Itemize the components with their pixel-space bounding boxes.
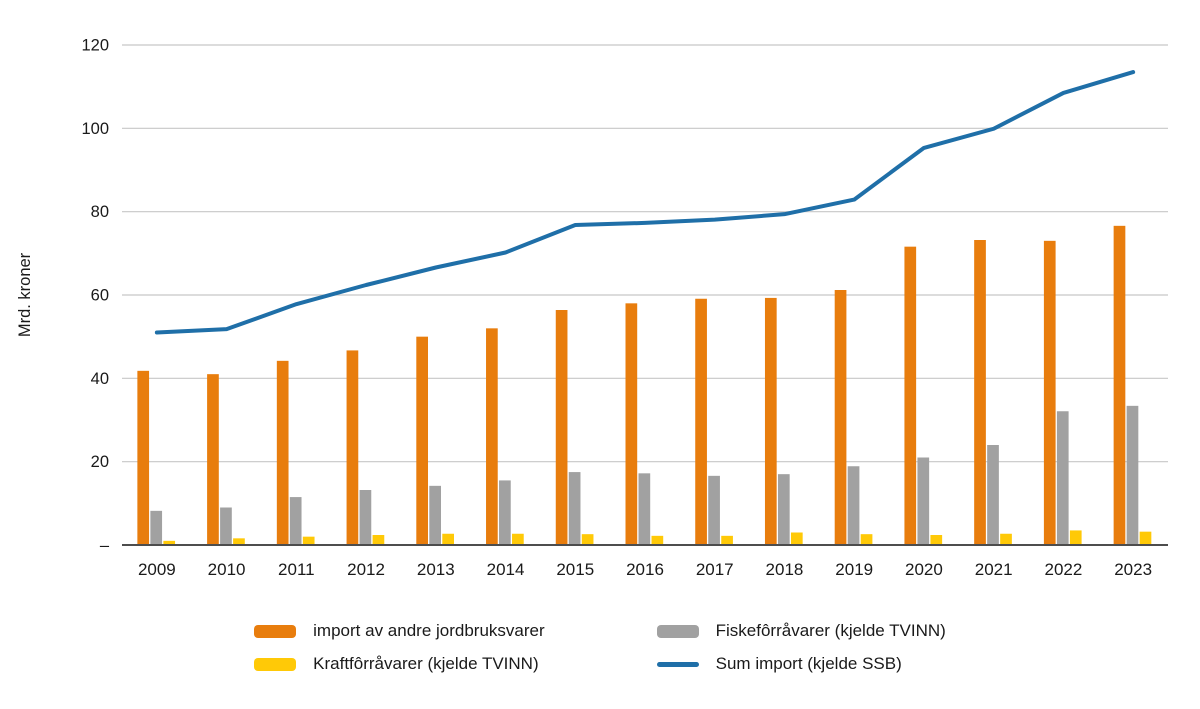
bar-kraftf-rr-varer-kjelde-tvinn bbox=[302, 536, 315, 545]
bar-kraftf-rr-varer-kjelde-tvinn bbox=[1069, 530, 1082, 545]
bar-import-av-andre-jordbruksvarer bbox=[974, 240, 986, 545]
legend-label-fiskefor: Fiskefôrråvarer (kjelde TVINN) bbox=[715, 621, 946, 640]
bar-kraftf-rr-varer-kjelde-tvinn bbox=[930, 535, 943, 545]
y-tick-label: 120 bbox=[81, 37, 109, 55]
bar-fiskef-rr-varer-kjelde-tvinn bbox=[847, 466, 860, 545]
bar-import-av-andre-jordbruksvarer bbox=[1113, 225, 1126, 546]
x-tick-label: 2009 bbox=[138, 560, 176, 579]
y-tick-label: 100 bbox=[81, 120, 109, 138]
bar-kraftf-rr-varer-kjelde-tvinn bbox=[1000, 533, 1012, 545]
y-tick-label: 60 bbox=[91, 287, 109, 305]
bar-kraftf-rr-varer-kjelde-tvinn bbox=[721, 535, 733, 545]
bar-kraftf-rr-varer-kjelde-tvinn bbox=[372, 535, 385, 545]
bar-kraftf-rr-varer-kjelde-tvinn bbox=[651, 535, 664, 545]
x-tick-label: 2016 bbox=[626, 560, 664, 579]
bar-import-av-andre-jordbruksvarer bbox=[834, 290, 847, 545]
bar-fiskef-rr-varer-kjelde-tvinn bbox=[289, 497, 302, 545]
legend-item-sum-import: Sum import (kjelde SSB) bbox=[656, 654, 902, 674]
x-tick-label: 2022 bbox=[1044, 560, 1082, 579]
legend-item-jordbruksvarer: import av andre jordbruksvarer bbox=[254, 621, 545, 641]
y-tick-label: 20 bbox=[91, 453, 109, 471]
bar-import-av-andre-jordbruksvarer bbox=[276, 360, 289, 545]
bar-kraftf-rr-varer-kjelde-tvinn bbox=[233, 538, 245, 545]
bar-import-av-andre-jordbruksvarer bbox=[695, 298, 707, 545]
x-tick-label: 2012 bbox=[347, 560, 385, 579]
x-tick-label: 2019 bbox=[835, 560, 873, 579]
x-tick-label: 2014 bbox=[487, 560, 525, 579]
bar-fiskef-rr-varer-kjelde-tvinn bbox=[220, 507, 232, 545]
x-tick-label: 2011 bbox=[278, 560, 315, 579]
bar-fiskef-rr-varer-kjelde-tvinn bbox=[429, 485, 441, 545]
bar-fiskef-rr-varer-kjelde-tvinn bbox=[638, 473, 651, 545]
chart-canvas: Mrd. kroner – 20 40 60 80 100 120 2009 2010 2011 2… bbox=[16, 37, 1168, 579]
bar-import-av-andre-jordbruksvarer bbox=[904, 246, 917, 545]
bar-fiskef-rr-varer-kjelde-tvinn bbox=[359, 490, 372, 545]
bar-kraftf-rr-varer-kjelde-tvinn bbox=[512, 533, 524, 545]
x-tick-label: 2013 bbox=[417, 560, 455, 579]
legend-item-kraftfor: Kraftfôrråvarer (kjelde TVINN) bbox=[254, 654, 539, 674]
bar-import-av-andre-jordbruksvarer bbox=[625, 303, 638, 545]
legend-label-kraftfor: Kraftfôrråvarer (kjelde TVINN) bbox=[313, 654, 539, 673]
blue-line-swatch-icon bbox=[656, 661, 699, 667]
bar-kraftf-rr-varer-kjelde-tvinn bbox=[581, 534, 594, 545]
x-tick-label: 2020 bbox=[905, 560, 943, 579]
legend-label-jordbruksvarer: import av andre jordbruksvarer bbox=[313, 621, 545, 640]
bar-kraftf-rr-varer-kjelde-tvinn bbox=[442, 533, 454, 545]
legend-item-fiskefor: Fiskefôrråvarer (kjelde TVINN) bbox=[656, 621, 946, 641]
y-tick-label: 80 bbox=[91, 203, 109, 221]
x-tick-label: 2010 bbox=[208, 560, 246, 579]
x-tick-label: 2017 bbox=[696, 560, 734, 579]
legend: import av andre jordbruksvarer Fiskefôrr… bbox=[0, 621, 1200, 674]
bar-fiskef-rr-varer-kjelde-tvinn bbox=[987, 445, 999, 545]
bar-kraftf-rr-varer-kjelde-tvinn bbox=[860, 534, 873, 545]
bar-fiskef-rr-varer-kjelde-tvinn bbox=[499, 480, 511, 545]
bar-fiskef-rr-varer-kjelde-tvinn bbox=[777, 474, 790, 545]
orange-bar-swatch-icon bbox=[254, 624, 297, 638]
bar-fiskef-rr-varer-kjelde-tvinn bbox=[1126, 405, 1139, 545]
x-tick-label: 2015 bbox=[556, 560, 594, 579]
x-tick-label: 2023 bbox=[1114, 560, 1152, 579]
bar-kraftf-rr-varer-kjelde-tvinn bbox=[790, 532, 803, 545]
bar-import-av-andre-jordbruksvarer bbox=[555, 310, 568, 545]
bar-fiskef-rr-varer-kjelde-tvinn bbox=[1056, 411, 1069, 545]
bar-kraftf-rr-varer-kjelde-tvinn bbox=[163, 540, 176, 545]
legend-label-sum-import: Sum import (kjelde SSB) bbox=[715, 654, 902, 673]
bar-import-av-andre-jordbruksvarer bbox=[486, 328, 498, 545]
line-sum-import-kjelde-ssb bbox=[154, 70, 1136, 335]
y-axis-title: Mrd. kroner bbox=[16, 252, 34, 337]
gray-bar-swatch-icon bbox=[656, 624, 699, 638]
bar-fiskef-rr-varer-kjelde-tvinn bbox=[568, 472, 581, 545]
bar-import-av-andre-jordbruksvarer bbox=[137, 370, 150, 545]
y-tick-label: 40 bbox=[91, 370, 109, 388]
bar-import-av-andre-jordbruksvarer bbox=[1043, 240, 1056, 546]
yellow-bar-swatch-icon bbox=[254, 657, 297, 671]
x-tick-label: 2021 bbox=[975, 560, 1013, 579]
bar-import-av-andre-jordbruksvarer bbox=[346, 350, 359, 545]
y-tick-label: – bbox=[100, 537, 110, 555]
x-tick-label: 2018 bbox=[766, 560, 804, 579]
bar-fiskef-rr-varer-kjelde-tvinn bbox=[708, 475, 720, 545]
bar-import-av-andre-jordbruksvarer bbox=[207, 374, 219, 545]
bar-import-av-andre-jordbruksvarer bbox=[416, 336, 428, 545]
bar-fiskef-rr-varer-kjelde-tvinn bbox=[150, 510, 163, 545]
bar-fiskef-rr-varer-kjelde-tvinn bbox=[917, 457, 930, 545]
bar-import-av-andre-jordbruksvarer bbox=[764, 297, 777, 545]
bar-kraftf-rr-varer-kjelde-tvinn bbox=[1139, 531, 1152, 545]
